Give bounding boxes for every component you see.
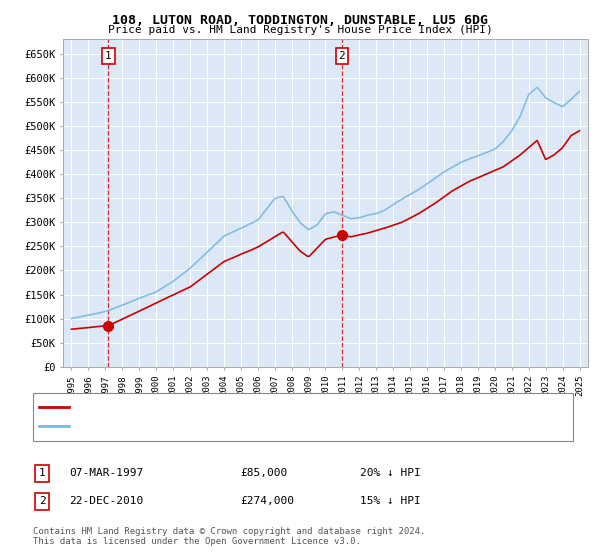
Text: £85,000: £85,000 — [240, 468, 287, 478]
Text: 108, LUTON ROAD, TODDINGTON, DUNSTABLE, LU5 6DG (detached house): 108, LUTON ROAD, TODDINGTON, DUNSTABLE, … — [75, 402, 451, 412]
Text: 22-DEC-2010: 22-DEC-2010 — [69, 496, 143, 506]
Text: 2: 2 — [338, 51, 346, 61]
Text: 1: 1 — [38, 468, 46, 478]
Text: HPI: Average price, detached house, Central Bedfordshire: HPI: Average price, detached house, Cent… — [75, 421, 404, 431]
Text: 108, LUTON ROAD, TODDINGTON, DUNSTABLE, LU5 6DG: 108, LUTON ROAD, TODDINGTON, DUNSTABLE, … — [112, 14, 488, 27]
Text: 15% ↓ HPI: 15% ↓ HPI — [360, 496, 421, 506]
Text: 20% ↓ HPI: 20% ↓ HPI — [360, 468, 421, 478]
Text: Contains HM Land Registry data © Crown copyright and database right 2024.
This d: Contains HM Land Registry data © Crown c… — [33, 526, 425, 546]
Text: Price paid vs. HM Land Registry's House Price Index (HPI): Price paid vs. HM Land Registry's House … — [107, 25, 493, 35]
Text: 1: 1 — [105, 51, 112, 61]
Text: 07-MAR-1997: 07-MAR-1997 — [69, 468, 143, 478]
Text: 2: 2 — [38, 496, 46, 506]
Text: £274,000: £274,000 — [240, 496, 294, 506]
